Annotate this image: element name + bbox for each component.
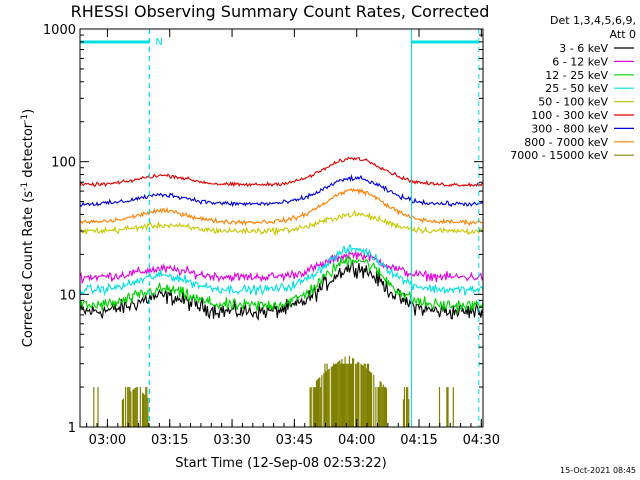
y-axis-label-part1: Corrected Count Rate (s [21, 191, 36, 348]
y-tick-label: 1000 [43, 23, 76, 38]
series-800-7000-kev [80, 187, 483, 227]
series-7000-15000-kev [93, 355, 454, 427]
x-tick-label: 03:30 [213, 433, 250, 448]
legend-label: 50 - 100 keV [538, 96, 608, 109]
x-tick-label: 03:45 [276, 433, 313, 448]
series-line [80, 260, 483, 321]
legend-label: 12 - 25 keV [545, 69, 608, 82]
x-tick-label: 04:15 [400, 433, 437, 448]
plot-frame [79, 28, 484, 428]
y-axis-label-part3: ) [21, 109, 36, 114]
night-label: N [155, 37, 162, 48]
night-markers: N [79, 29, 480, 427]
series-line [80, 209, 483, 237]
x-tick-label: 03:00 [89, 433, 126, 448]
x-axis-label: Start Time (12-Sep-08 02:53:22) [175, 456, 386, 471]
chart-title: RHESSI Observing Summary Count Rates, Co… [71, 2, 490, 21]
series-line [80, 256, 483, 314]
y-tick-label: 1 [68, 421, 76, 436]
legend-label: 300 - 800 keV [531, 122, 608, 135]
series-line [80, 173, 483, 208]
y-axis-label-sup2: -1 [20, 114, 30, 123]
series-100-300-kev [80, 156, 483, 188]
legend-label: 25 - 50 keV [545, 82, 608, 95]
y-axis: 1 10 100 1000 [43, 23, 483, 436]
series-layer [80, 156, 483, 427]
y-tick-label: 10 [59, 288, 76, 303]
legend-header-line2: Att 0 [610, 28, 636, 41]
series-300-800-kev [80, 173, 483, 208]
x-tick-label: 03:15 [151, 433, 188, 448]
legend-label: 3 - 6 keV [559, 42, 608, 55]
legend-label: 800 - 7000 keV [524, 136, 608, 149]
series-25-50-kev [80, 244, 483, 297]
y-tick-label: 100 [51, 156, 76, 171]
x-axis: 03:00 03:15 03:30 03:45 04:00 04:15 04:30 [86, 29, 500, 448]
x-tick-label: 04:30 [463, 433, 500, 448]
y-axis-label-sup1: -1 [20, 182, 30, 191]
legend-label: 6 - 12 keV [552, 55, 608, 68]
series-line [80, 244, 483, 297]
plot-area: N [79, 29, 483, 427]
series-line [80, 187, 483, 227]
series-50-100-kev [80, 209, 483, 237]
legend-label: 100 - 300 keV [531, 109, 608, 122]
series-line [80, 250, 483, 285]
y-axis-label: Corrected Count Rate (s-1 detector-1) [20, 109, 36, 347]
series-3-6-kev [80, 260, 483, 321]
timestamp: 15-Oct-2021 08:45 [560, 466, 636, 475]
legend-header-line1: Det 1,3,4,5,6,9, [550, 14, 636, 27]
legend-label: 7000 - 15000 keV [510, 149, 608, 162]
series-line [80, 156, 483, 188]
y-axis-label-part2: detector [21, 122, 36, 182]
series-6-12-kev [80, 250, 483, 285]
series-12-25-kev [80, 256, 483, 314]
x-tick-label: 04:00 [338, 433, 375, 448]
